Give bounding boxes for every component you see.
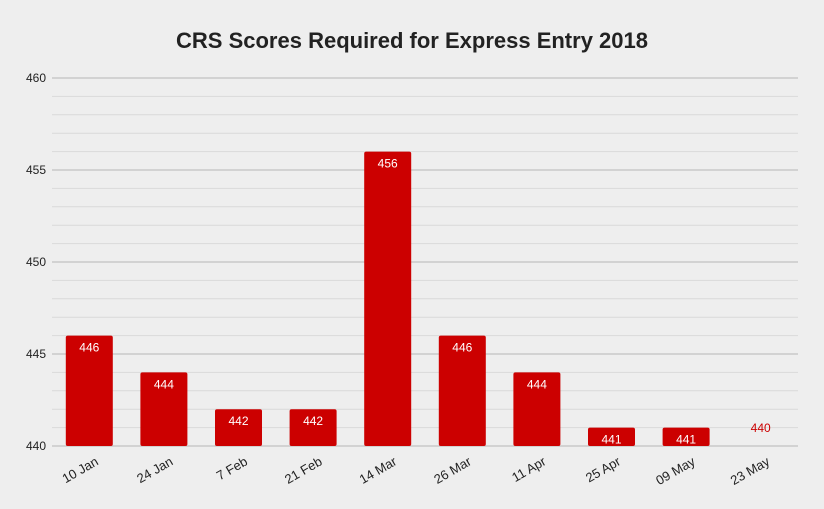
y-tick-label: 440 bbox=[26, 439, 46, 453]
bar-value-label: 441 bbox=[601, 433, 621, 447]
bars bbox=[65, 151, 710, 446]
bar-value-label: 440 bbox=[751, 421, 771, 435]
y-tick-label: 445 bbox=[26, 347, 46, 361]
bar bbox=[588, 427, 635, 446]
bar-value-label: 441 bbox=[676, 433, 696, 447]
bar-value-label: 444 bbox=[154, 377, 174, 391]
bar-value-label: 456 bbox=[378, 157, 398, 171]
bar bbox=[662, 427, 710, 446]
bar bbox=[438, 335, 486, 446]
bar-value-label: 446 bbox=[79, 341, 99, 355]
bar bbox=[513, 372, 561, 446]
chart-title: CRS Scores Required for Express Entry 20… bbox=[176, 28, 648, 53]
y-axis: 440 445 450 455 460 bbox=[26, 71, 46, 453]
y-tick-label: 460 bbox=[26, 71, 46, 85]
bar bbox=[65, 335, 113, 446]
bar bbox=[140, 372, 188, 446]
bar bbox=[364, 151, 412, 446]
bar-value-labels: 446 444 442 442 456 446 444 441 441 440 bbox=[79, 157, 771, 447]
y-tick-label: 455 bbox=[26, 163, 46, 177]
bar-value-label: 442 bbox=[303, 414, 323, 428]
bar-value-label: 446 bbox=[452, 341, 472, 355]
y-tick-label: 450 bbox=[26, 255, 46, 269]
bar-value-label: 444 bbox=[527, 377, 547, 391]
bar bbox=[215, 409, 262, 446]
bar-value-label: 442 bbox=[228, 414, 248, 428]
bar bbox=[289, 409, 337, 446]
